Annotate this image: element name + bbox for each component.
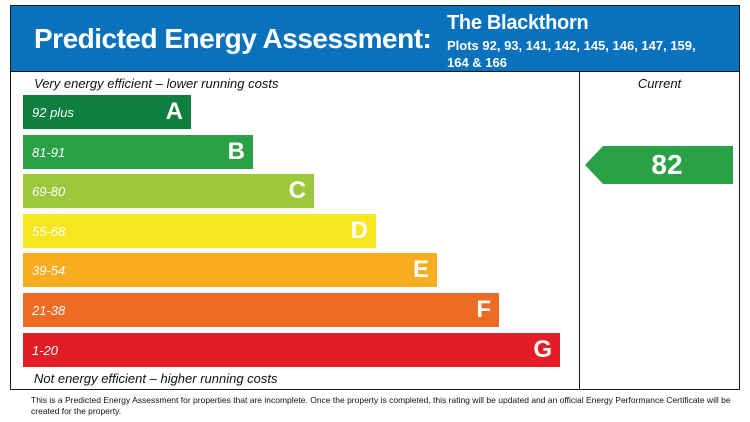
band-range-label: 55-68 (32, 223, 66, 239)
footnote: This is a Predicted Energy Assessment fo… (31, 395, 731, 416)
band-range-label: 92 plus (32, 104, 74, 120)
plots-list: Plots 92, 93, 141, 142, 145, 146, 147, 1… (447, 37, 737, 71)
band-range-label: 81-91 (32, 144, 66, 160)
band-letter: A (165, 98, 183, 125)
plots-line-1: Plots 92, 93, 141, 142, 145, 146, 147, 1… (447, 38, 696, 53)
energy-assessment-frame: Predicted Energy Assessment: The Blackth… (10, 5, 740, 390)
caption-inefficient: Not energy efficient – higher running co… (34, 371, 278, 386)
band-range-label: 69-80 (32, 183, 66, 199)
rating-band-e: 39-54 E (23, 253, 437, 287)
property-name: The Blackthorn (447, 12, 589, 34)
band-letter: G (533, 336, 552, 363)
caption-efficient: Very energy efficient – lower running co… (34, 76, 279, 91)
header: Predicted Energy Assessment: The Blackth… (11, 6, 739, 72)
rating-band-c: 69-80 C (23, 174, 314, 208)
property-info: The Blackthorn Plots 92, 93, 141, 142, 1… (447, 12, 737, 71)
rating-band-g: 1-20 G (23, 333, 560, 367)
page-title: Predicted Energy Assessment: (34, 23, 432, 54)
band-letter: E (412, 256, 429, 283)
plots-line-2: 164 & 166 (447, 55, 507, 70)
band-letter: F (476, 296, 491, 323)
column-divider (579, 71, 580, 389)
rating-band-d: 55-68 D (23, 214, 376, 248)
band-range-label: 21-38 (32, 302, 66, 318)
rating-band-f: 21-38 F (23, 293, 499, 327)
rating-band-a: 92 plus A (23, 95, 191, 129)
band-letter: D (350, 217, 368, 244)
rating-band-b: 81-91 B (23, 135, 253, 169)
band-range-label: 1-20 (32, 342, 59, 358)
current-column-label: Current (637, 76, 682, 91)
band-letter: C (288, 177, 306, 204)
current-rating-arrow: 82 (585, 146, 733, 184)
rating-bars: 92 plus A 81-91 B 69-80 C 55-68 D 39-54 E 21-38 F 1-… (11, 6, 739, 389)
band-letter: B (227, 138, 245, 165)
band-range-label: 39-54 (32, 262, 66, 278)
current-rating-value: 82 (651, 149, 683, 180)
